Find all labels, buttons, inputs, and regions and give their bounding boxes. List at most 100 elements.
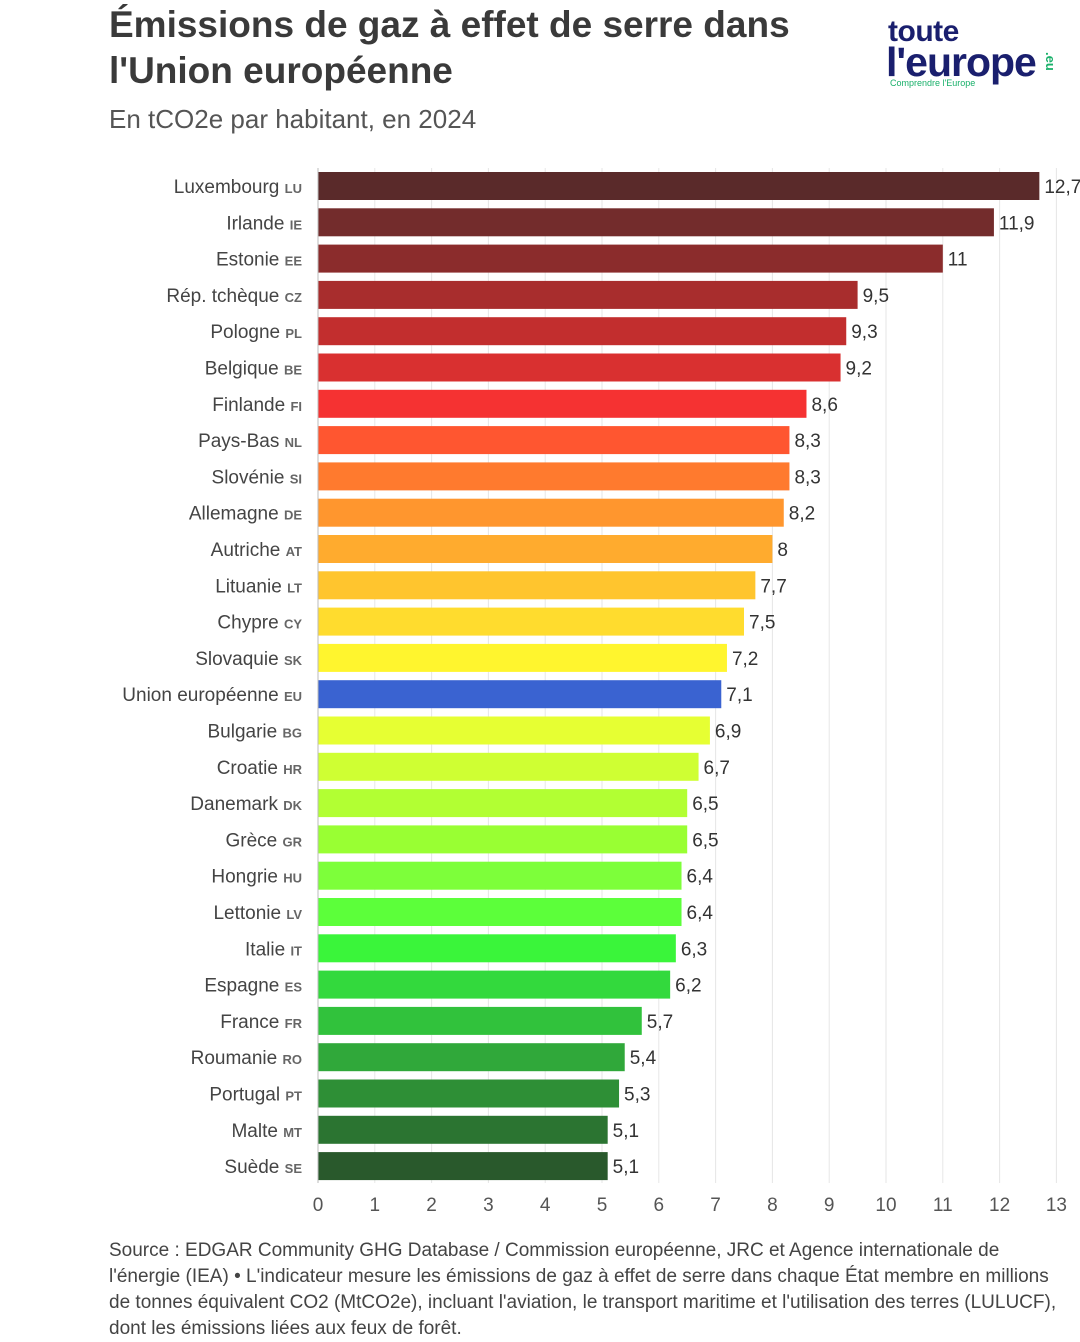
bar: [318, 1043, 625, 1072]
data-label: 12,7: [1044, 177, 1080, 198]
data-label: 5,4: [630, 1048, 657, 1069]
category-label: Croatie HR: [217, 758, 303, 779]
category-label: Malte MT: [231, 1121, 302, 1142]
x-tick-label: 11: [933, 1195, 953, 1216]
bar: [318, 353, 841, 382]
category-label: Danemark DK: [190, 794, 302, 815]
x-tick-label: 12: [989, 1195, 1010, 1216]
x-tick-label: 1: [370, 1195, 381, 1216]
category-label: Union européenne EU: [122, 685, 302, 706]
bar: [318, 389, 807, 418]
category-label: Portugal PT: [209, 1085, 302, 1106]
logo-line-1: toute: [888, 15, 959, 48]
bar: [318, 752, 699, 781]
category-label: Pays-Bas NL: [198, 431, 302, 452]
category-label: Estonie EE: [216, 250, 302, 271]
data-label: 7,5: [749, 613, 775, 634]
bar: [318, 789, 688, 818]
data-label: 7,7: [760, 576, 786, 597]
category-label: Belgique BE: [205, 359, 303, 380]
category-label: Irlande IE: [226, 213, 302, 234]
x-tick-label: 9: [824, 1195, 835, 1216]
x-tick-label: 5: [597, 1195, 608, 1216]
category-label: Allemagne DE: [189, 504, 302, 525]
x-tick-label: 2: [426, 1195, 437, 1216]
bar: [318, 571, 756, 600]
category-label: Lituanie LT: [215, 576, 302, 597]
logo-line-2: l'europe: [886, 39, 1037, 85]
bar: [318, 680, 722, 709]
bar: [318, 535, 773, 563]
data-label: 8,2: [789, 504, 815, 525]
data-label: 6,7: [704, 758, 730, 779]
bar: [318, 172, 1040, 200]
bar: [318, 1115, 608, 1144]
toute-leurope-logo[interactable]: toute l'europe Comprendre l'Europe .eu: [886, 15, 1078, 94]
data-label: 9,5: [863, 286, 889, 307]
bar: [318, 607, 744, 636]
chart-title: Émissions de gaz à effet de serre dans l…: [109, 4, 790, 91]
bar: [318, 317, 847, 346]
category-label: Rép. tchèque CZ: [166, 286, 302, 307]
bar: [318, 861, 682, 890]
data-label: 11: [948, 250, 968, 271]
x-tick-label: 4: [540, 1195, 551, 1216]
data-label: 6,2: [675, 976, 701, 997]
category-label: France FR: [220, 1012, 302, 1033]
data-label: 6,9: [715, 722, 741, 743]
category-label: Finlande FI: [212, 395, 302, 416]
bar: [318, 1152, 608, 1181]
x-tick-label: 3: [483, 1195, 494, 1216]
data-label: 6,5: [692, 794, 718, 815]
data-label: 6,3: [681, 939, 707, 960]
bar: [318, 643, 727, 672]
x-tick-label: 7: [710, 1195, 721, 1216]
chart-subtitle: En tCO2e par habitant, en 2024: [109, 104, 477, 134]
bar: [318, 825, 688, 854]
data-label: 5,1: [613, 1157, 639, 1178]
bar: [318, 208, 994, 237]
data-label: 6,4: [687, 903, 714, 924]
data-label: 8,3: [794, 431, 820, 452]
data-label: 8,6: [811, 395, 837, 416]
category-label: Autriche AT: [211, 540, 302, 561]
x-tick-label: 6: [654, 1195, 665, 1216]
data-label: 9,2: [846, 359, 872, 380]
bar: [318, 1079, 620, 1108]
category-label: Roumanie RO: [191, 1048, 302, 1069]
data-label: 8: [777, 540, 788, 561]
bar: [318, 462, 790, 491]
category-label: Espagne ES: [204, 976, 302, 997]
x-tick-label: 13: [1046, 1195, 1067, 1216]
category-label: Hongrie HU: [211, 867, 302, 888]
category-label: Italie IT: [245, 939, 302, 960]
source-note: Source : EDGAR Community GHG Database / …: [109, 1240, 1057, 1339]
x-tick-label: 10: [875, 1195, 896, 1216]
bar: [318, 244, 943, 273]
x-tick-label: 0: [313, 1195, 324, 1216]
bar: [318, 1006, 642, 1035]
data-label: 5,3: [624, 1085, 650, 1106]
category-label: Pologne PL: [210, 322, 302, 343]
bar: [318, 426, 790, 455]
data-label: 6,4: [687, 867, 714, 888]
bar: [318, 898, 682, 926]
bar: [318, 280, 858, 309]
category-label: Chypre CY: [217, 613, 302, 634]
category-label: Slovaquie SK: [195, 649, 302, 670]
data-label: 9,3: [851, 322, 877, 343]
category-label: Lettonie LV: [213, 903, 302, 924]
category-label: Slovénie SI: [212, 467, 302, 488]
bar: [318, 934, 676, 963]
category-label: Bulgarie BG: [208, 722, 303, 743]
category-label: Grèce GR: [225, 830, 302, 851]
bar: [318, 716, 710, 745]
category-label: Luxembourg LU: [174, 177, 302, 198]
data-label: 5,1: [613, 1121, 639, 1142]
x-tick-label: 8: [767, 1195, 778, 1216]
data-label: 11,9: [999, 213, 1035, 234]
data-label: 6,5: [692, 830, 718, 851]
bar: [318, 970, 671, 999]
bar: [318, 498, 784, 527]
